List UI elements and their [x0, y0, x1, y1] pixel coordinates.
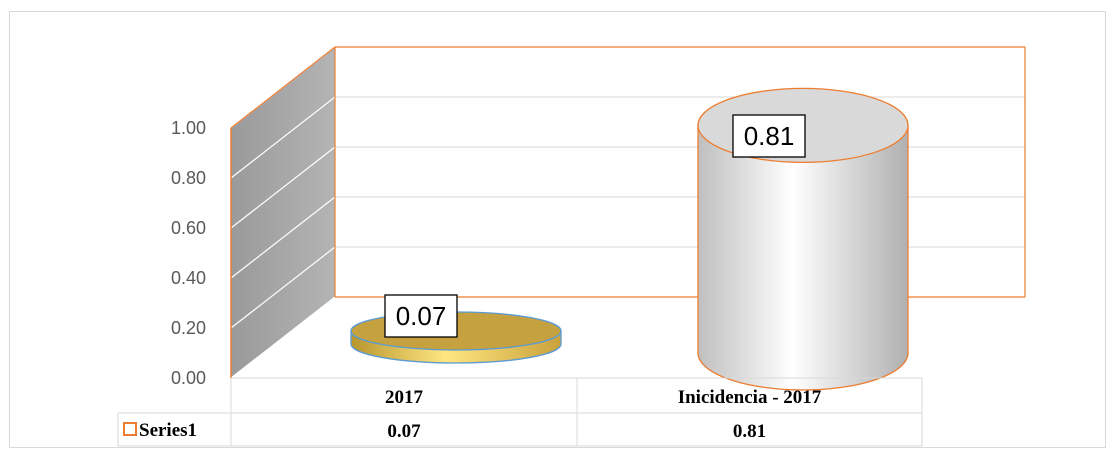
data-label-box [732, 114, 806, 158]
y-tick-label: 0.20 [171, 318, 206, 338]
data-label: 0.07 [396, 301, 447, 331]
gridline-side [230, 96, 336, 179]
category-label: Inicidencia - 2017 [678, 387, 822, 408]
data-label-box [384, 294, 458, 338]
y-tick-label: 0.40 [171, 268, 206, 288]
gridline-side [230, 246, 336, 329]
table-value: 0.81 [733, 421, 766, 442]
gridline-side [230, 146, 336, 229]
y-tick-label: 1.00 [171, 118, 206, 138]
table-value: 0.07 [387, 421, 421, 442]
category-label: 2017 [385, 387, 424, 408]
back-wall [335, 47, 1025, 297]
gridline-side [230, 196, 336, 279]
gridline-side [230, 296, 336, 379]
cylinder-body [697, 124, 909, 391]
y-tick-labels: 0.00 0.20 0.40 0.60 0.80 1.00 [171, 118, 206, 388]
data-labels: 0.07 0.81 [384, 114, 806, 338]
side-wall-top-edge [230, 46, 336, 129]
legend-key [123, 422, 137, 436]
y-tick-label: 0.00 [171, 368, 206, 388]
y-tick-label: 0.80 [171, 168, 206, 188]
side-wall [231, 47, 335, 378]
data-label: 0.81 [744, 121, 795, 151]
data-table: 2017 Inicidencia - 2017 Series1 0.07 0.81 [117, 377, 923, 447]
y-tick-label: 0.60 [171, 218, 206, 238]
legend-series-name: Series1 [139, 420, 197, 441]
